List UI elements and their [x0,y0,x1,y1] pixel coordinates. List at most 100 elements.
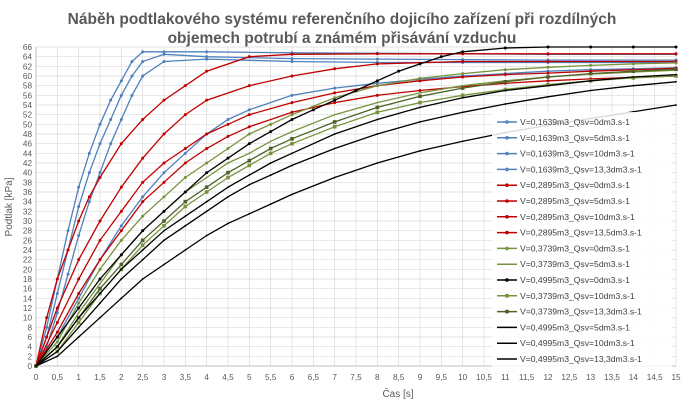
y-tick-label: 66 [23,43,33,52]
data-point [226,134,230,138]
data-point [87,171,91,175]
data-point [141,249,144,251]
data-point [205,55,209,59]
data-point [291,152,293,155]
data-point [247,158,252,163]
data-point [56,355,59,358]
data-point [162,195,166,199]
data-point [290,110,294,114]
data-point [163,239,165,242]
data-point [461,111,464,114]
data-point [98,258,102,262]
data-point [119,185,123,189]
data-point [247,108,251,112]
data-point [56,345,59,348]
data-point [98,277,102,281]
data-point [333,147,336,150]
data-point [183,199,188,204]
y-tick-label: 0 [27,362,32,371]
legend-entry: V=0,3739m3_Qsv=13,3dm3.s-1 [497,307,642,317]
data-point [418,100,422,105]
y-tick-label: 48 [23,130,33,139]
data-point [269,130,273,134]
legend-entry: V=0,4995m3_Qsv=5dm3.s-1 [497,322,630,332]
data-point [98,238,102,242]
data-point [162,219,166,223]
data-point [461,140,464,143]
x-tick-label: 6 [290,373,295,382]
x-axis-ticks: 0 0,5 1 1,5 2 2,5 3 3,5 4 4,5 5 5,5 6 6,5 7 7,5 8 8,5 9 9,5… [34,373,681,382]
legend-label: V=0,4995m3_Qsv=0dm3.s-1 [520,275,630,285]
data-point [397,69,401,73]
data-point [354,89,358,92]
series-line [35,53,676,367]
series-7 [34,66,678,368]
legend-label: V=0,3739m3_Qsv=13,3dm3.s-1 [520,307,642,317]
data-point [375,79,379,83]
data-point [461,75,465,79]
data-point [227,195,229,198]
x-tick-label: 7 [332,373,337,382]
data-point [163,263,165,266]
data-point [162,98,166,102]
data-point [55,306,59,310]
data-point [290,101,294,105]
data-point [205,161,209,165]
data-point [87,195,91,199]
data-point [98,267,102,271]
legend-label: V=0,1639m3_Qsv=0dm3.s-1 [520,117,630,127]
data-point [183,176,187,179]
series-line [35,58,676,367]
data-point [227,186,229,189]
series-6 [34,60,678,368]
data-point [205,210,208,213]
legend-entry: V=0,3739m3_Qsv=0dm3.s-1 [497,243,630,253]
data-point [205,200,208,203]
data-point [119,224,123,228]
data-point [141,258,144,261]
legend-marker [505,246,509,251]
legend-label: V=0,2895m3_Qsv=10dm3.s-1 [520,212,635,222]
data-point [675,80,677,83]
data-point [205,176,208,179]
series-line [35,62,677,367]
legend-entry: V=0,2895m3_Qsv=13,5dm3.s-1 [497,228,642,238]
data-point [77,258,81,262]
x-tick-label: 4,5 [222,373,234,382]
y-tick-label: 62 [23,62,33,71]
legend-entry: V=0,2895m3_Qsv=10dm3.s-1 [497,212,635,222]
data-point [77,336,80,338]
data-point [269,162,272,164]
legend-label: V=0,4995m3_Qsv=13,3dm3.s-1 [520,354,642,364]
data-point [333,98,337,102]
data-point [226,122,230,126]
data-point [119,118,123,121]
data-point [184,215,187,218]
data-point [226,147,230,150]
data-point [419,150,421,152]
y-tick-label: 12 [23,304,33,313]
data-point [77,185,81,189]
legend-entry: V=0,2895m3_Qsv=5dm3.s-1 [497,196,630,206]
data-point [631,76,636,80]
y-tick-label: 46 [23,140,33,149]
y-tick-label: 10 [23,314,33,323]
data-point [333,86,337,90]
data-point [77,326,80,329]
data-point [77,306,81,310]
series-line [35,73,677,367]
data-point [205,69,209,73]
data-point [141,200,145,204]
data-point [290,141,294,146]
data-point [162,209,166,213]
data-point [589,45,593,49]
data-point [55,321,59,324]
legend-entry: V=0,3739m3_Qsv=5dm3.s-1 [497,259,630,269]
data-point [109,118,113,121]
x-tick-label: 2,5 [137,373,149,382]
series-5 [34,52,678,368]
data-point [77,205,81,208]
data-point [674,52,678,56]
legend-label: V=0,1639m3_Qsv=10dm3.s-1 [520,149,635,159]
